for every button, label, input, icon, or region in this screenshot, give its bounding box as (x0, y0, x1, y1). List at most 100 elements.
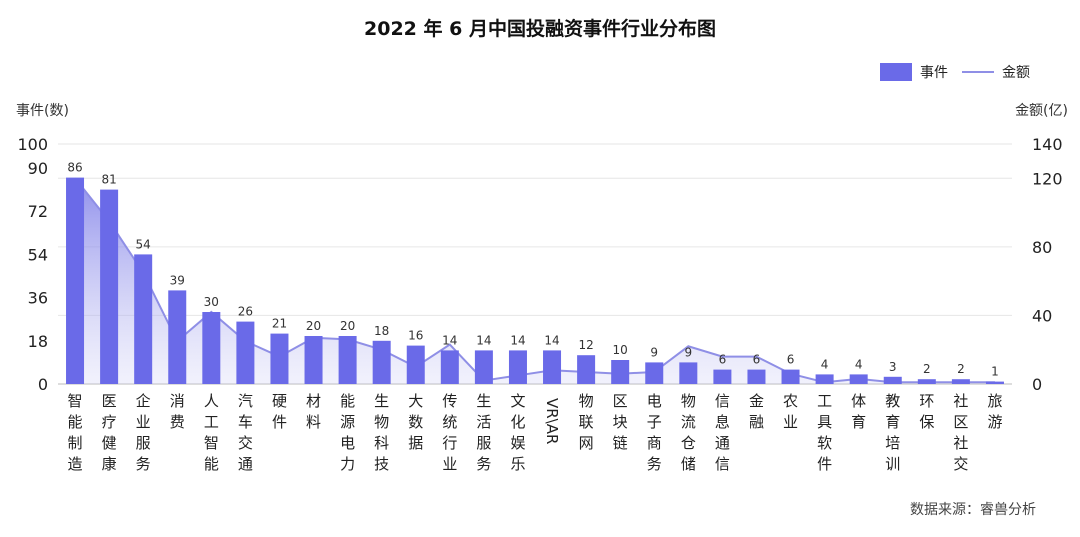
amount-area (75, 178, 995, 384)
category-label: 体育 (851, 392, 866, 431)
bar (338, 336, 357, 384)
bar (474, 350, 493, 384)
bar (883, 376, 902, 384)
bar (202, 312, 221, 384)
bar-data-label: 81 (101, 173, 116, 187)
category-label: 材料 (306, 392, 321, 431)
bar (679, 362, 698, 384)
category-label: 生物科技 (374, 392, 389, 473)
category-label: VR\AR (543, 398, 561, 444)
bar (508, 350, 527, 384)
legend-item-events: 事件 (880, 62, 948, 82)
bar-data-label: 12 (578, 338, 593, 352)
y-tick-label: 90 (28, 159, 48, 178)
bar (577, 355, 596, 384)
y-tick-label: 18 (28, 332, 48, 351)
y-axis-label-right: 金额(亿) (1015, 103, 1068, 119)
legend-label-events: 事件 (920, 65, 948, 81)
bar (270, 333, 289, 384)
category-label: 传统行业 (442, 392, 457, 473)
bar-data-label: 2 (923, 362, 931, 376)
bar-data-label: 2 (957, 362, 965, 376)
y-tick-label: 100 (17, 135, 48, 154)
bar (985, 381, 1004, 384)
category-label: 硬件 (272, 392, 287, 431)
bar-data-label: 21 (272, 317, 287, 331)
bar (168, 290, 187, 384)
category-label: 能源电力 (340, 392, 355, 473)
category-label: 教育培训 (885, 392, 900, 473)
legend: 事件 金额 (880, 62, 1030, 82)
legend-label-amount: 金额 (1002, 65, 1030, 81)
category-label: 物联网 (579, 392, 594, 452)
category-label: 智能制造 (68, 392, 83, 473)
category-label: 医疗健康 (102, 392, 117, 473)
y-tick-label: 36 (28, 289, 48, 308)
category-label: 人工智能 (204, 392, 219, 473)
bar-data-label: 14 (544, 333, 559, 347)
category-label: 社区社交 (953, 392, 968, 473)
bar (951, 379, 970, 384)
bar (134, 254, 153, 384)
category-label: 文化娱乐 (510, 392, 525, 473)
category-label: 农业 (783, 392, 798, 431)
category-label: 企业服务 (136, 392, 151, 473)
y2-tick-label: 0 (1032, 375, 1042, 394)
bar-data-label: 26 (238, 305, 253, 319)
category-label: 生活服务 (476, 392, 491, 473)
bar (543, 350, 562, 384)
y2-tick-label: 140 (1032, 135, 1063, 154)
amount-line (74, 177, 995, 384)
bar-data-label: 14 (442, 333, 457, 347)
bar-data-label: 3 (889, 360, 897, 374)
bar (747, 369, 766, 384)
bar-data-label: 6 (787, 353, 795, 367)
bar (849, 374, 868, 384)
bar-data-label: 39 (170, 273, 185, 287)
category-label: 金融 (749, 392, 764, 431)
legend-swatch-line (962, 71, 994, 73)
bar (406, 345, 425, 384)
category-label: 旅游 (987, 392, 1002, 431)
category-label: 消费 (170, 392, 185, 431)
y-axis-label-left: 事件(数) (16, 103, 69, 119)
bar (66, 177, 85, 384)
y2-tick-label: 80 (1032, 238, 1052, 257)
bar-data-label: 1 (991, 365, 999, 379)
bar-data-label: 4 (821, 357, 829, 371)
y2-tick-label: 120 (1032, 169, 1063, 188)
legend-swatch-bar (880, 63, 912, 81)
bar-data-label: 4 (855, 357, 863, 371)
bar-data-label: 14 (476, 333, 491, 347)
bar (372, 340, 391, 384)
category-label: 大数据 (408, 392, 423, 452)
bar-data-label: 54 (136, 237, 151, 251)
bar-data-label: 18 (374, 324, 389, 338)
bar-data-label: 6 (753, 353, 761, 367)
bar-data-label: 10 (613, 343, 628, 357)
bar (645, 362, 664, 384)
category-label: 环保 (919, 392, 934, 431)
bar (713, 369, 732, 384)
bar (440, 350, 459, 384)
bar (917, 379, 936, 384)
bar (304, 336, 323, 384)
bar (611, 360, 630, 384)
bar-data-label: 14 (510, 333, 525, 347)
bar-data-label: 9 (685, 345, 693, 359)
bar-data-label: 16 (408, 329, 423, 343)
category-label: 汽车交通 (238, 392, 253, 473)
bar-data-label: 9 (650, 345, 658, 359)
category-label: 电子商务 (647, 392, 662, 473)
chart-title: 2022 年 6 月中国投融资事件行业分布图 (364, 18, 716, 40)
category-label: 信息通信 (715, 392, 730, 473)
category-label: 区块链 (613, 392, 628, 452)
y2-tick-label: 40 (1032, 306, 1052, 325)
bar-data-label: 20 (340, 319, 355, 333)
bar-data-label: 6 (719, 353, 727, 367)
bar (236, 321, 255, 384)
y-tick-label: 54 (28, 245, 48, 264)
category-label: 工具软件 (817, 392, 832, 473)
bar-data-label: 30 (204, 295, 219, 309)
